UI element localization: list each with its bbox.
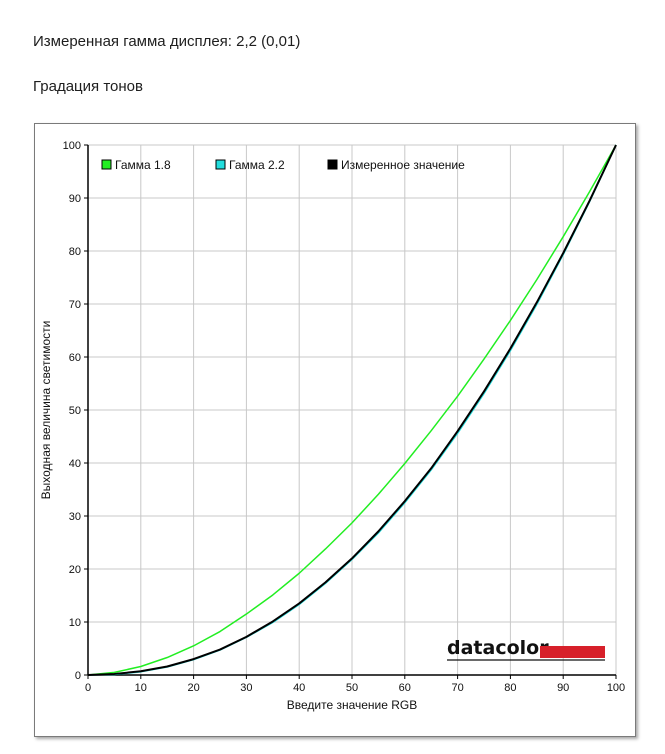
brand-bar	[540, 646, 605, 658]
series-line-3	[87, 144, 617, 676]
legend-label: Гамма 2.2	[229, 158, 285, 172]
y-tick-label: 80	[69, 246, 81, 258]
measured-gamma-label: Измеренная гамма дисплея: 2,2 (0,01)	[33, 33, 301, 50]
y-tick-label: 60	[69, 352, 81, 364]
y-tick-label: 50	[69, 405, 81, 417]
x-tick-label: 60	[399, 682, 411, 694]
legend-swatch	[327, 159, 338, 170]
chart-frame: 0 10 20 30 40 50 60 70 80 90 100 0 10 20 30 40 50 60 70 80 9…	[34, 123, 636, 737]
chart-series	[87, 144, 617, 676]
chart-grid	[88, 144, 617, 675]
y-tick-label: 10	[69, 617, 81, 629]
x-tick-label: 40	[293, 682, 305, 694]
legend-swatch	[215, 159, 226, 170]
x-tick-label: 20	[187, 682, 199, 694]
chart-ticks: 0 10 20 30 40 50 60 70 80 90 100 0 10 20 30 40 50 60 70 80 9…	[63, 140, 626, 694]
y-tick-label: 20	[69, 564, 81, 576]
legend-label: Измеренное значение	[341, 158, 465, 172]
y-tick-label: 40	[69, 458, 81, 470]
x-tick-label: 100	[607, 682, 625, 694]
section-title: Градация тонов	[33, 78, 143, 95]
x-axis-title: Введите значение RGB	[287, 698, 418, 712]
x-tick-label: 0	[85, 682, 91, 694]
series-line-1	[87, 144, 617, 676]
chart-legend: Гамма 1.8 Гамма 2.2 Измеренное значение	[101, 158, 465, 172]
y-tick-label: 0	[75, 670, 81, 682]
y-tick-label: 70	[69, 299, 81, 311]
datacolor-logo: datacolor	[447, 637, 605, 661]
y-tick-label: 100	[63, 140, 81, 152]
x-tick-label: 80	[504, 682, 516, 694]
y-tick-label: 90	[69, 193, 81, 205]
x-tick-label: 10	[135, 682, 147, 694]
y-axis-title: Выходная величина светимости	[39, 321, 53, 500]
x-tick-label: 50	[346, 682, 358, 694]
legend-label: Гамма 1.8	[115, 158, 171, 172]
x-tick-label: 70	[451, 682, 463, 694]
brand-text: datacolor	[447, 637, 549, 659]
legend-swatch	[101, 159, 112, 170]
tone-curve-chart: 0 10 20 30 40 50 60 70 80 90 100 0 10 20 30 40 50 60 70 80 9…	[39, 140, 626, 712]
y-tick-label: 30	[69, 511, 81, 523]
x-tick-label: 30	[240, 682, 252, 694]
x-tick-label: 90	[557, 682, 569, 694]
